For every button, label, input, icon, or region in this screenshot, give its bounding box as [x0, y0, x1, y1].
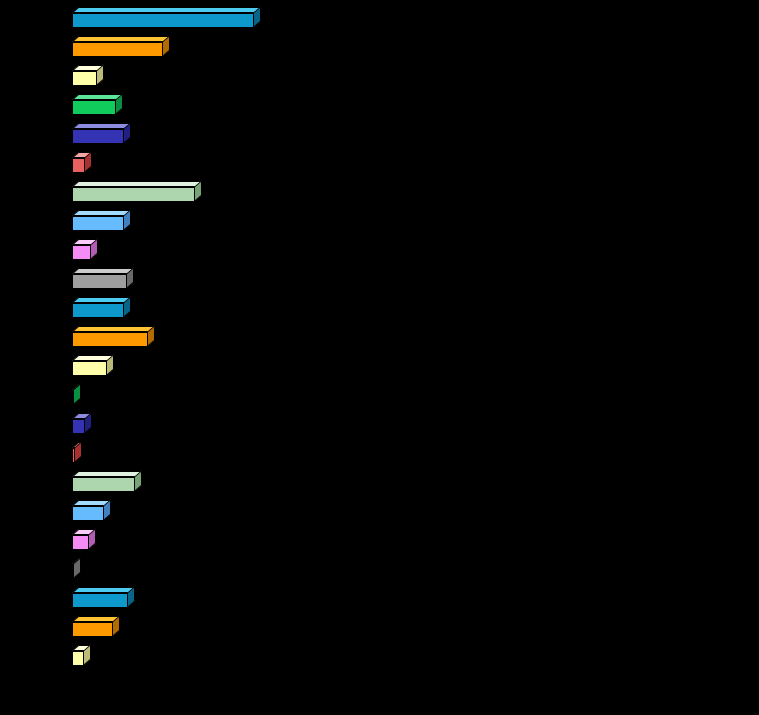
bar-front-face: [72, 13, 254, 28]
bar-front-face: [72, 506, 104, 521]
bar-front-face: [72, 158, 85, 173]
bar-front-face: [72, 245, 91, 260]
bar-front-face: [72, 42, 163, 57]
bar-front-face: [72, 129, 124, 144]
bar-front-face: [72, 332, 148, 347]
bar-front-face: [72, 419, 85, 434]
bar-front-face: [72, 361, 107, 376]
bar-front-face: [72, 535, 89, 550]
bar-front-face: [72, 448, 75, 463]
bar-front-face: [72, 564, 74, 579]
bar-front-face: [72, 100, 116, 115]
bar-front-face: [72, 651, 84, 666]
bar-front-face: [72, 622, 113, 637]
bar-front-face: [72, 216, 124, 231]
bar-front-face: [72, 593, 128, 608]
bar-front-face: [72, 274, 127, 289]
bar-front-face: [72, 390, 74, 405]
bar-front-face: [72, 303, 124, 318]
bar-front-face: [72, 187, 195, 202]
bar-front-face: [72, 477, 135, 492]
bar-front-face: [72, 71, 97, 86]
